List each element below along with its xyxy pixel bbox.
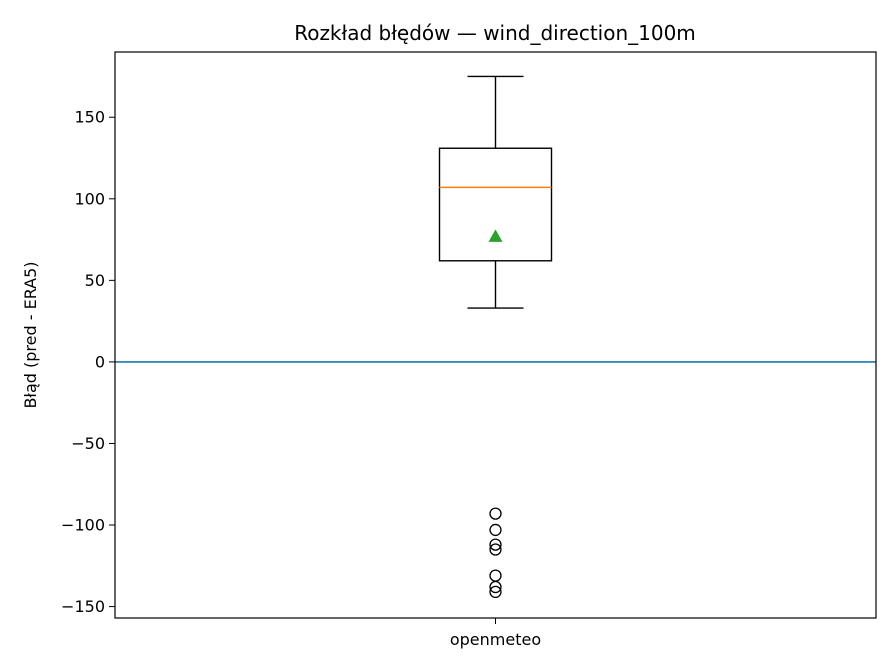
y-tick-label: 150	[74, 108, 105, 127]
y-tick-label: 0	[95, 352, 105, 371]
plot-area: 150 100 50 0 −50 −100 −150 openmeteo	[61, 51, 877, 649]
box-iqr	[438, 147, 553, 262]
outlier-point	[489, 543, 502, 556]
x-tick-label: openmeteo	[450, 630, 541, 649]
y-tick-label: 50	[85, 271, 105, 290]
y-axis-label: Błąd (pred - ERA5)	[21, 261, 40, 408]
outlier-point	[489, 538, 502, 551]
y-tick-label: −50	[71, 434, 105, 453]
y-tick-label: −100	[61, 516, 105, 535]
outlier-point	[489, 507, 502, 520]
chart-title: Rozkład błędów — wind_direction_100m	[294, 21, 696, 45]
outlier-point	[489, 580, 502, 594]
y-tick-label: 100	[74, 189, 105, 208]
mean-marker	[488, 229, 503, 242]
outlier-point	[489, 523, 502, 537]
outlier-point	[489, 585, 502, 599]
y-tick-label: −150	[61, 597, 105, 616]
